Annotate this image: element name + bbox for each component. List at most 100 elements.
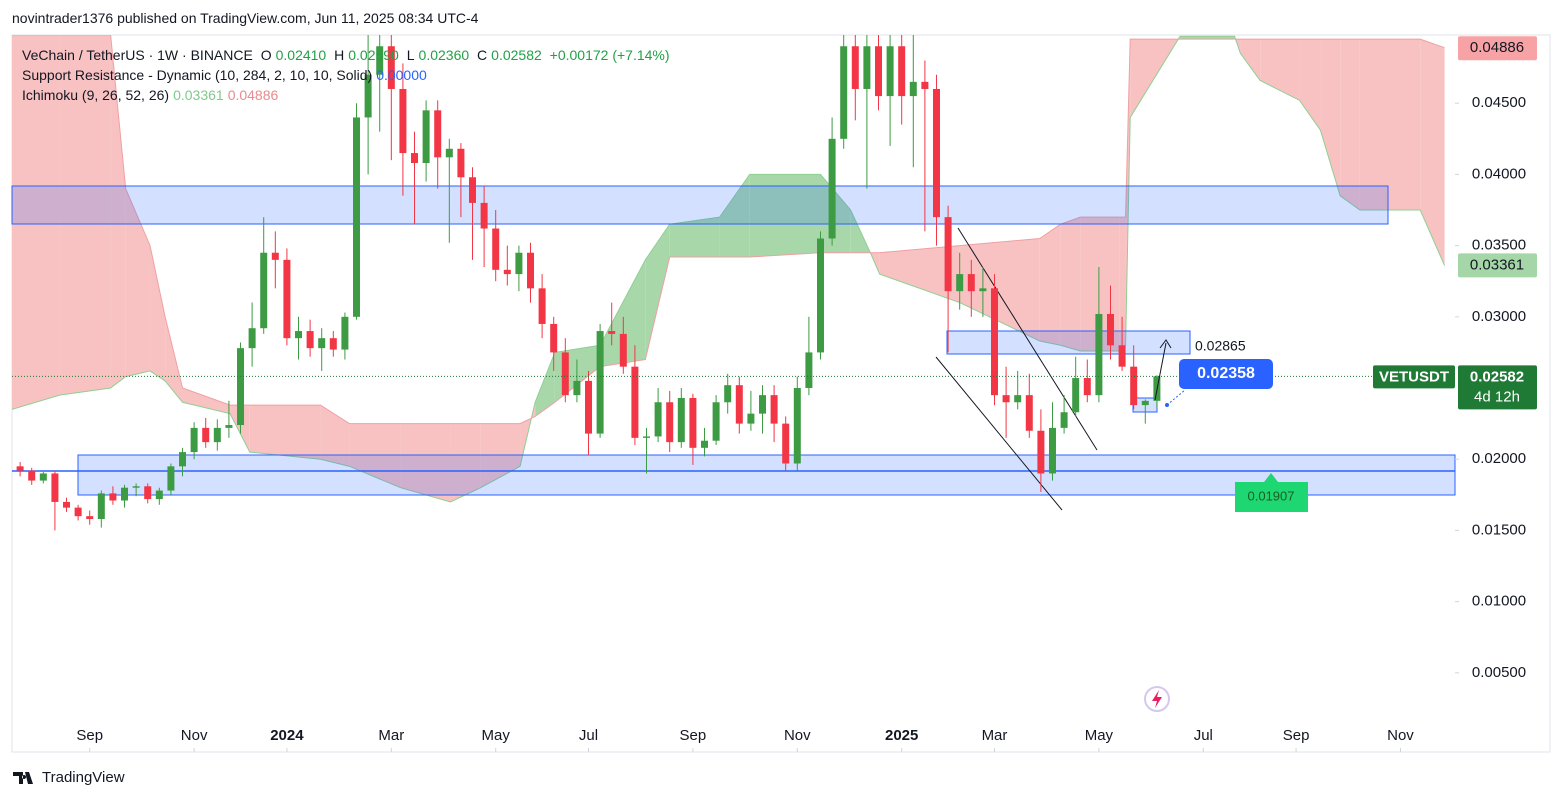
cloud-segment — [669, 217, 720, 258]
candle-body — [1072, 378, 1080, 413]
indicator-value: 0.00000 — [376, 67, 427, 83]
price-badge-label: 0.03361 — [1470, 256, 1524, 273]
candle-body — [144, 486, 152, 500]
candle-body — [956, 274, 964, 292]
cloud-segment — [450, 423, 481, 502]
legend-row: Ichimoku (9, 26, 52, 26) 0.03361 0.04886 — [22, 85, 674, 105]
candle-body — [724, 385, 732, 403]
candle-body — [1060, 412, 1068, 428]
x-tick-label: 2025 — [885, 727, 918, 744]
candle-body — [550, 323, 558, 353]
candle-body — [1095, 313, 1103, 396]
cloud-segment — [249, 405, 321, 460]
candle-body — [573, 380, 581, 396]
candle-body — [457, 148, 465, 178]
candle-body — [1083, 378, 1091, 396]
candle-body — [701, 440, 709, 448]
candle-body — [353, 117, 361, 317]
arrow-head — [1159, 339, 1172, 349]
cloud-segment — [59, 35, 111, 396]
candle-body — [179, 452, 187, 467]
x-tick-label: Nov — [181, 727, 208, 744]
candle-body — [689, 397, 697, 448]
x-tick-label: Jul — [1194, 727, 1213, 744]
target-zone — [946, 330, 1191, 355]
symbol: VeChain / TetherUS · 1W · BINANCE — [22, 47, 253, 63]
cloud-segment — [879, 245, 960, 303]
footer-logo — [13, 772, 33, 784]
candle-body — [376, 46, 384, 75]
ohlc-value: 0.02410 — [275, 47, 327, 63]
candle-body — [840, 46, 848, 139]
candle-body — [190, 427, 198, 453]
cloud-line — [12, 35, 1446, 503]
cloud-segment — [1320, 39, 1341, 196]
candle-body — [86, 516, 94, 520]
candle-body — [248, 328, 256, 349]
candle-body — [1002, 395, 1010, 403]
candle-body — [503, 269, 511, 275]
cloud-segment — [1340, 39, 1360, 211]
candle-body — [619, 333, 627, 367]
y-tick-label: 0.04500 — [1472, 94, 1526, 111]
candle-body — [225, 425, 233, 428]
x-tick-label: Mar — [982, 727, 1008, 744]
candle-body — [944, 217, 952, 292]
cloud-segment — [959, 238, 1040, 342]
y-tick-label: 0.01500 — [1472, 521, 1526, 538]
candle-body — [422, 110, 430, 164]
support-zone — [77, 454, 1456, 496]
candle-body — [445, 148, 453, 158]
cloud-segment — [110, 35, 126, 389]
price-badge — [1458, 36, 1537, 61]
y-tick-label: 0.04000 — [1472, 165, 1526, 182]
resistance-zone — [11, 185, 1389, 225]
candle-body — [28, 470, 36, 481]
ohlc-key: O — [260, 47, 272, 63]
candle-body — [271, 252, 279, 260]
candle-body — [735, 385, 743, 424]
candle-body — [863, 46, 871, 89]
cloud-segment — [749, 174, 821, 258]
cloud-segment — [320, 405, 350, 467]
candle-body — [677, 397, 685, 443]
ohlc-key: L — [406, 47, 415, 63]
candle-body — [851, 46, 859, 89]
candle-body — [1025, 395, 1033, 431]
candle-body — [364, 74, 372, 118]
candle-body — [990, 288, 998, 396]
candle-body — [469, 177, 477, 203]
candle-body — [1118, 345, 1126, 367]
candle-body — [1048, 427, 1056, 474]
y-tick-label: 0.03000 — [1472, 308, 1526, 325]
cloud-segment — [645, 224, 670, 360]
y-tick-label: 0.02000 — [1472, 450, 1526, 467]
cloud-segment — [125, 188, 151, 377]
x-tick-label: Nov — [784, 727, 811, 744]
indicator: Support Resistance - Dynamic (10, 284, 2… — [22, 67, 373, 83]
candle-body — [793, 388, 801, 464]
candle-body — [886, 46, 894, 97]
x-tick-label: Nov — [1387, 727, 1414, 744]
candle-body — [399, 88, 407, 154]
cloud-segment — [400, 423, 451, 502]
symbol-badge — [1373, 365, 1455, 389]
candle-body — [434, 110, 442, 158]
candle-body — [770, 395, 778, 424]
ohlc-value: 0.02590 — [348, 47, 399, 63]
x-tick-label: 2024 — [270, 727, 304, 744]
candle-body — [666, 402, 674, 443]
axes: 0.00500 0.01000 0.01500 0.02000 0.03000 0.035… — [76, 36, 1537, 752]
chart-frame — [11, 34, 1551, 753]
candles — [12, 35, 1455, 531]
support-label: 0.01907 — [1248, 488, 1295, 503]
ohlc-value: 0.02582 — [491, 47, 542, 63]
x-tick-label: Sep — [76, 727, 103, 744]
candle-body — [654, 402, 662, 437]
indicator-value: 0.04886 — [227, 87, 279, 103]
cloud-segment — [1359, 39, 1421, 211]
candle-body — [643, 436, 651, 438]
candle-body — [561, 352, 569, 396]
y-tick-label: 0.03500 — [1472, 237, 1526, 254]
current-badge — [1458, 365, 1537, 410]
